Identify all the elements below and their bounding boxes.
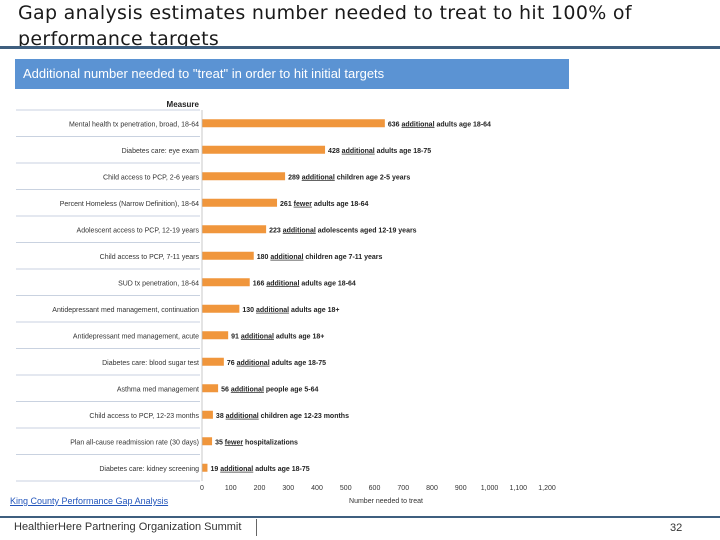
x-tick-label: 1,200: [538, 485, 556, 492]
data-bar: [202, 145, 326, 154]
data-label: 35 fewer hospitalizations: [215, 439, 298, 446]
data-label: 180 additional children age 7-11 years: [257, 254, 383, 261]
data-bar: [202, 304, 240, 313]
data-label: 636 additional adults age 18-64: [388, 121, 491, 128]
data-bar: [202, 384, 219, 393]
data-label: 130 additional adults age 18+: [242, 307, 339, 314]
measure-label: Child access to PCP, 12-23 months: [89, 413, 199, 420]
data-label: 56 additional people age 5-64: [221, 386, 318, 393]
data-bar: [202, 278, 250, 287]
measure-label: Asthma med management: [117, 386, 199, 393]
chart-title: Additional number needed to "treat" in o…: [15, 59, 569, 89]
x-tick-label: 100: [225, 485, 237, 492]
data-label: 289 additional children age 2-5 years: [288, 174, 410, 181]
data-label: 166 additional adults age 18-64: [253, 280, 356, 287]
data-label: 38 additional children age 12-23 months: [216, 413, 349, 420]
data-bar: [202, 437, 213, 446]
measure-label: Antidepressant med management, continuat…: [52, 307, 199, 314]
measure-label: Diabetes care: blood sugar test: [102, 360, 199, 367]
data-bar: [202, 331, 229, 340]
footer-divider: [0, 516, 720, 518]
data-bar: [202, 251, 254, 260]
data-label: 261 fewer adults age 18-64: [280, 201, 368, 208]
measure-label: Mental health tx penetration, broad, 18-…: [69, 121, 199, 128]
data-bar: [202, 225, 267, 234]
x-tick-label: 300: [282, 485, 294, 492]
data-label: 76 additional adults age 18-75: [227, 360, 326, 367]
footer-organization: HealthierHere Partnering Organization Su…: [14, 521, 242, 533]
x-tick-label: 1,100: [509, 485, 527, 492]
x-tick-label: 200: [254, 485, 266, 492]
data-label: 19 additional adults age 18-75: [210, 466, 309, 473]
source-link[interactable]: King County Performance Gap Analysis: [10, 496, 169, 506]
data-bar: [202, 198, 278, 207]
measure-label: Adolescent access to PCP, 12-19 years: [77, 227, 200, 234]
x-tick-label: 400: [311, 485, 323, 492]
data-bar: [202, 119, 385, 128]
x-tick-label: 500: [340, 485, 352, 492]
page-number: 32: [670, 522, 683, 534]
x-axis-label: Number needed to treat: [349, 498, 423, 505]
measure-label: Percent Homeless (Narrow Definition), 18…: [60, 201, 199, 208]
slide-title: Gap analysis estimates number needed to …: [18, 2, 632, 50]
data-label: 428 additional adults age 18-75: [328, 148, 431, 155]
data-bar: [202, 357, 224, 366]
data-bar: [202, 410, 213, 419]
measure-label: Diabetes care: eye exam: [122, 148, 200, 155]
data-bar: [202, 463, 208, 472]
x-tick-label: 700: [397, 485, 409, 492]
measure-label: Child access to PCP, 7-11 years: [100, 254, 200, 261]
measure-label: Antidepressant med management, acute: [73, 333, 199, 340]
x-tick-label: 1,000: [481, 485, 499, 492]
measure-label: Diabetes care: kidney screening: [99, 466, 199, 473]
measure-label: SUD tx penetration, 18-64: [118, 280, 199, 287]
data-bar: [202, 172, 286, 181]
measure-label: Child access to PCP, 2-6 years: [103, 174, 199, 181]
measure-label: Plan all-cause readmission rate (30 days…: [70, 439, 199, 446]
x-tick-label: 800: [426, 485, 438, 492]
x-tick-label: 900: [455, 485, 467, 492]
category-header: Measure: [167, 100, 200, 109]
title-divider: [0, 46, 720, 49]
footer-separator: [256, 519, 257, 536]
x-tick-label: 600: [369, 485, 381, 492]
data-label: 223 additional adolescents aged 12-19 ye…: [269, 227, 417, 234]
data-label: 91 additional adults age 18+: [231, 333, 324, 340]
x-tick-label: 0: [200, 485, 204, 492]
